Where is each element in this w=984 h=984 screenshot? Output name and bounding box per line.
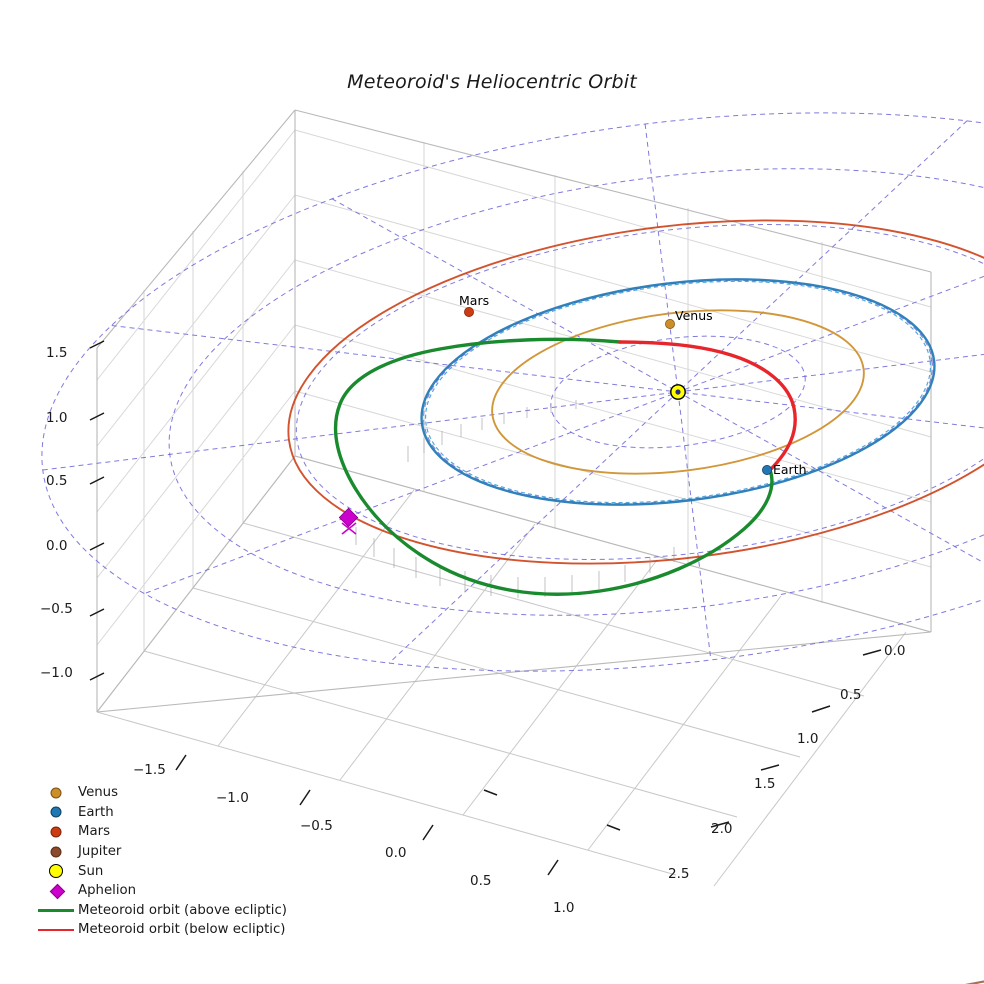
earth-dot-icon	[34, 803, 78, 823]
legend-item-mars: Mars	[34, 822, 302, 842]
y-tick-3: 1.5	[754, 776, 776, 792]
legend-item-meteoroid-below: Meteoroid orbit (below ecliptic)	[34, 920, 302, 940]
legend-label-meteoroid-above: Meteoroid orbit (above ecliptic)	[78, 902, 287, 918]
z-tick-4: −0.5	[40, 601, 73, 617]
legend-label-sun: Sun	[78, 863, 104, 879]
sun-icon	[34, 861, 78, 881]
meteoroid-orbit-above-ecliptic	[333, 337, 774, 596]
red-line-icon	[34, 920, 78, 940]
legend-label-mars: Mars	[78, 824, 111, 840]
venus-marker	[665, 319, 675, 329]
meteoroid-orbit-stems	[355, 400, 675, 598]
green-line-icon	[34, 901, 78, 921]
meteoroid-orbit-below-ecliptic	[618, 340, 797, 472]
legend-item-sun: Sun	[34, 861, 302, 881]
x-tick-0: −1.5	[133, 762, 166, 778]
aphelion-diamond-icon	[34, 881, 78, 901]
y-tick-2: 1.0	[797, 731, 819, 747]
z-tick-5: −1.0	[40, 665, 73, 681]
legend-label-aphelion: Aphelion	[78, 883, 137, 899]
y-tick-1: 0.5	[840, 687, 862, 703]
earth-marker	[762, 465, 772, 475]
mars-dot-icon	[34, 822, 78, 842]
legend-item-venus: Venus	[34, 783, 302, 803]
z-tick-0: 1.5	[46, 345, 68, 361]
legend-item-meteoroid-above: Meteoroid orbit (above ecliptic)	[34, 901, 302, 921]
mars-marker	[464, 307, 474, 317]
z-tick-2: 0.5	[46, 473, 68, 489]
venus-orbit	[491, 309, 865, 475]
legend-item-jupiter: Jupiter	[34, 842, 302, 862]
jupiter-dot-icon	[34, 842, 78, 862]
venus-label: Venus	[675, 308, 713, 323]
legend-label-venus: Venus	[78, 785, 119, 801]
x-tick-3: 0.0	[385, 845, 407, 861]
y-tick-4: 2.0	[711, 821, 733, 837]
mars-orbit	[287, 219, 984, 565]
legend: Venus Earth Mars Jupiter Sun	[34, 783, 302, 940]
aphelion-marker	[338, 507, 359, 535]
y-tick-5: 2.5	[668, 866, 690, 882]
axis-ticks	[89, 340, 882, 876]
earth-orbit	[420, 278, 936, 506]
page-title: Meteoroid's Heliocentric Orbit	[347, 71, 637, 93]
legend-label-jupiter: Jupiter	[78, 844, 122, 860]
axes-box	[96, 109, 932, 713]
legend-label-meteoroid-below: Meteoroid orbit (below ecliptic)	[78, 922, 286, 938]
pane-gridlines	[96, 110, 932, 887]
z-tick-1: 1.0	[46, 410, 68, 426]
x-tick-2: −0.5	[300, 818, 333, 834]
earth-label: Earth	[773, 462, 807, 477]
legend-label-earth: Earth	[78, 804, 114, 820]
legend-item-aphelion: Aphelion	[34, 881, 302, 901]
venus-dot-icon	[34, 783, 78, 803]
y-tick-0: 0.0	[884, 643, 906, 659]
x-tick-5: 1.0	[553, 900, 575, 916]
mars-label: Mars	[459, 293, 490, 308]
x-tick-1: −1.0	[216, 790, 249, 806]
legend-item-earth: Earth	[34, 803, 302, 823]
x-tick-4: 0.5	[470, 873, 492, 889]
z-tick-3: 0.0	[46, 538, 68, 554]
sun-marker	[670, 384, 686, 400]
